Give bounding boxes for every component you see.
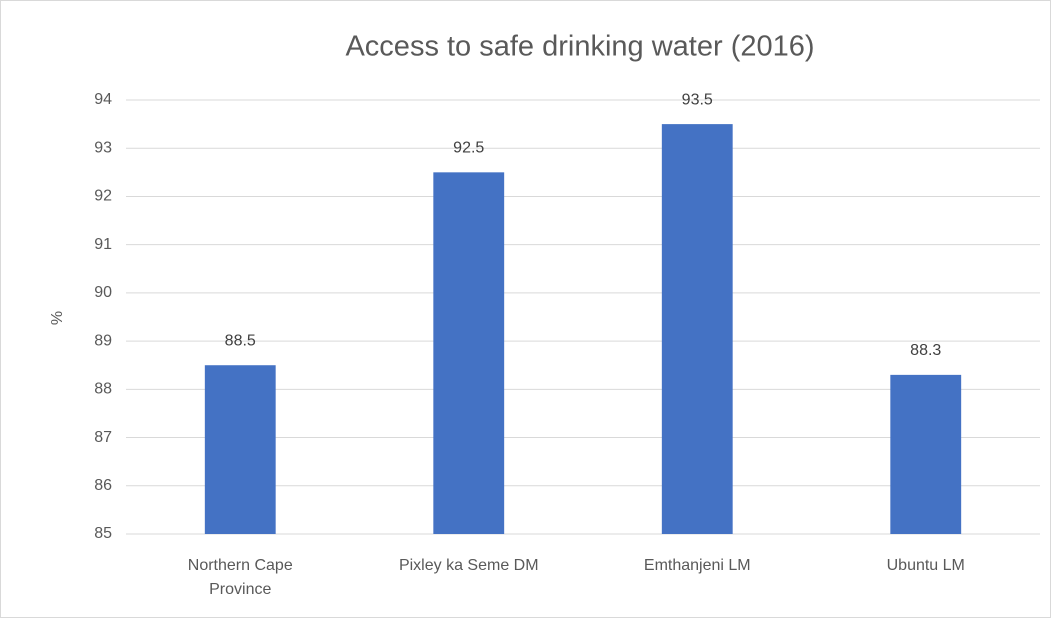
y-tick-label: 89 [94,332,112,349]
x-tick-label: Pixley ka Seme DM [398,557,539,574]
x-tick-label: Northern Cape Province [187,557,293,598]
chart-title: Access to safe drinking water (2016) [345,31,814,63]
bar [661,124,733,534]
y-tick-label: 88 [94,381,112,398]
bar [890,374,962,534]
y-tick-label: 90 [94,284,112,301]
bar [204,365,276,534]
y-tick-label: 94 [94,91,112,108]
data-label: 92.5 [453,140,484,157]
y-tick-label: 85 [94,525,112,542]
data-label: 88.3 [910,342,941,359]
x-tick-label: Emthanjeni LM [643,557,751,574]
bar [433,172,505,535]
y-tick-label: 92 [94,188,112,205]
y-axis-label: % [49,311,66,325]
y-tick-label: 87 [94,429,112,446]
y-tick-label: 91 [94,236,112,253]
y-tick-label: 86 [94,477,112,494]
data-label: 93.5 [682,91,713,108]
y-tick-label: 93 [94,139,112,156]
data-label: 88.5 [225,332,256,349]
x-tick-label: Ubuntu LM [886,557,965,574]
